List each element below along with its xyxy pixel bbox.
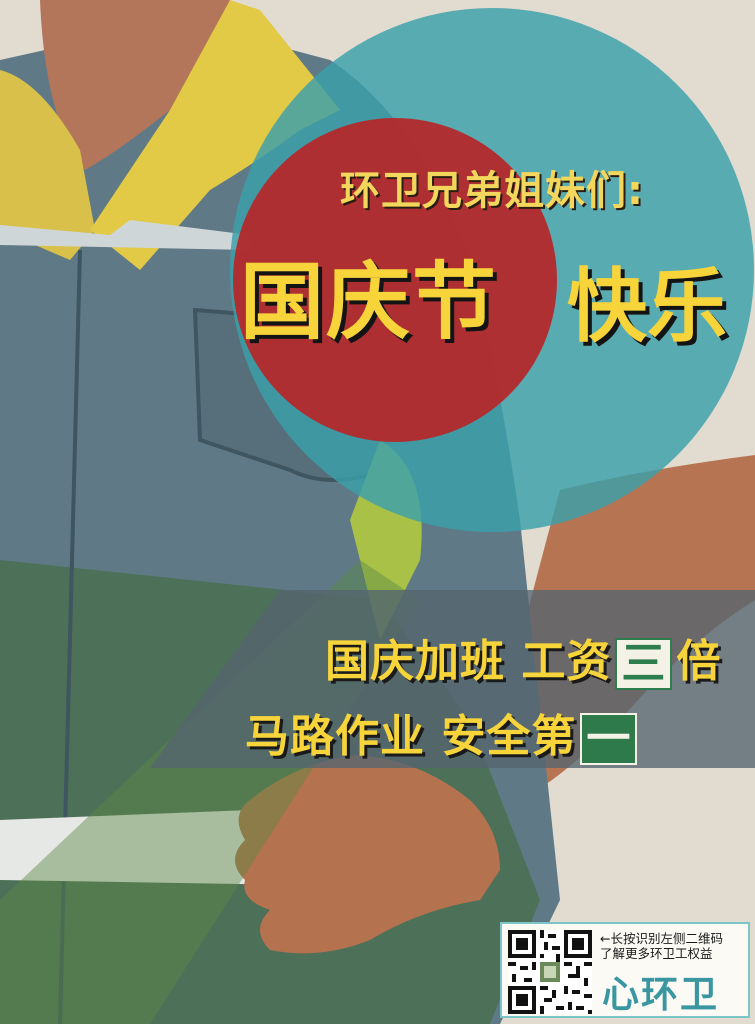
- slogan-box-green: 一: [580, 713, 638, 765]
- promo-text: ←长按识别左侧二维码 了解更多环卫工权益: [600, 931, 723, 961]
- slogan-line-2: 马路作业 安全第一: [245, 700, 641, 765]
- qr-code-icon[interactable]: [508, 930, 592, 1014]
- headline-small: 环卫兄弟姐妹们:: [340, 168, 644, 214]
- slogan-line-1-text: 国庆加班 工资: [325, 636, 612, 687]
- slogan-line-1: 国庆加班 工资三倍: [325, 625, 721, 690]
- promo-text-line-2: 了解更多环卫工权益: [600, 946, 713, 961]
- headline-big-teal: 快乐: [567, 260, 727, 353]
- promo-panel: ←长按识别左侧二维码 了解更多环卫工权益 心环卫: [500, 922, 750, 1018]
- slogan-line-2-text: 马路作业 安全第: [245, 711, 577, 762]
- slogan-box-white: 三: [615, 638, 673, 690]
- headline-big-red: 国庆节: [240, 253, 499, 351]
- promo-text-line-1: ←长按识别左侧二维码: [600, 931, 723, 946]
- slogan-line-1-tail: 倍: [676, 636, 722, 687]
- promo-logo: 心环卫: [602, 973, 719, 1016]
